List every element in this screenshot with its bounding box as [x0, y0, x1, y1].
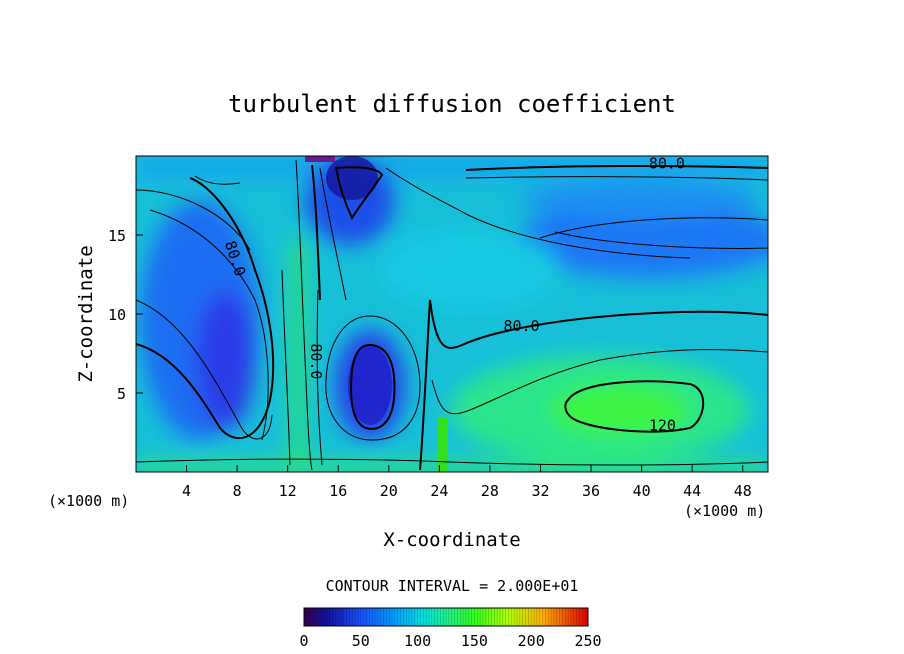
chart-title: turbulent diffusion coefficient: [228, 90, 676, 118]
contour-lines: [136, 159, 768, 471]
y-axis-label: Z-coordinate: [75, 245, 97, 382]
x-tick-label: 40: [633, 482, 651, 500]
x-tick-label: 48: [734, 482, 752, 500]
x-tick-label: 16: [329, 482, 347, 500]
x-tick-label: 12: [279, 482, 297, 500]
y-axis-ticks: 5 10 15: [108, 227, 143, 403]
colorbar-ticks: 0 50 100 150 200 250: [299, 632, 601, 650]
heatmap-field: [136, 156, 768, 472]
colorbar-tick-label: 50: [352, 632, 370, 650]
x-tick-label: 20: [380, 482, 398, 500]
x-tick-label: 24: [430, 482, 448, 500]
colorbar: 0 50 100 150 200 250: [299, 607, 602, 650]
x-axis-label: X-coordinate: [383, 529, 520, 551]
x-tick-label: 36: [582, 482, 600, 500]
x-tick-label: 32: [531, 482, 549, 500]
contour-label: 80.0: [307, 343, 325, 379]
x-unit-right: (×1000 m): [684, 502, 765, 520]
x-tick-label: 4: [182, 482, 191, 500]
x-axis-ticks: 4 8 12 16 20 24 28 32 36 40 44 48: [182, 465, 752, 500]
colorbar-stripes: [303, 608, 589, 626]
contour-label: 80.0: [649, 154, 685, 172]
colorbar-tick-label: 200: [518, 632, 545, 650]
colorbar-tick-label: 250: [574, 632, 601, 650]
x-tick-label: 28: [481, 482, 499, 500]
x-tick-label: 44: [683, 482, 701, 500]
colorbar-tick-label: 0: [299, 632, 308, 650]
contour-label: 80.0: [503, 317, 539, 335]
x-tick-label: 8: [233, 482, 242, 500]
colorbar-frame: [303, 607, 589, 627]
contour-interval-text: CONTOUR INTERVAL = 2.000E+01: [326, 577, 579, 595]
y-tick-label: 10: [108, 306, 126, 324]
x-unit-left: (×1000 m): [48, 492, 129, 510]
contour-label: 120.: [649, 417, 685, 435]
colorbar-tick-label: 100: [404, 632, 431, 650]
colorbar-tick-label: 150: [461, 632, 488, 650]
y-tick-label: 15: [108, 227, 126, 245]
y-tick-label: 5: [117, 385, 126, 403]
colorbar-gradient: [304, 608, 588, 626]
